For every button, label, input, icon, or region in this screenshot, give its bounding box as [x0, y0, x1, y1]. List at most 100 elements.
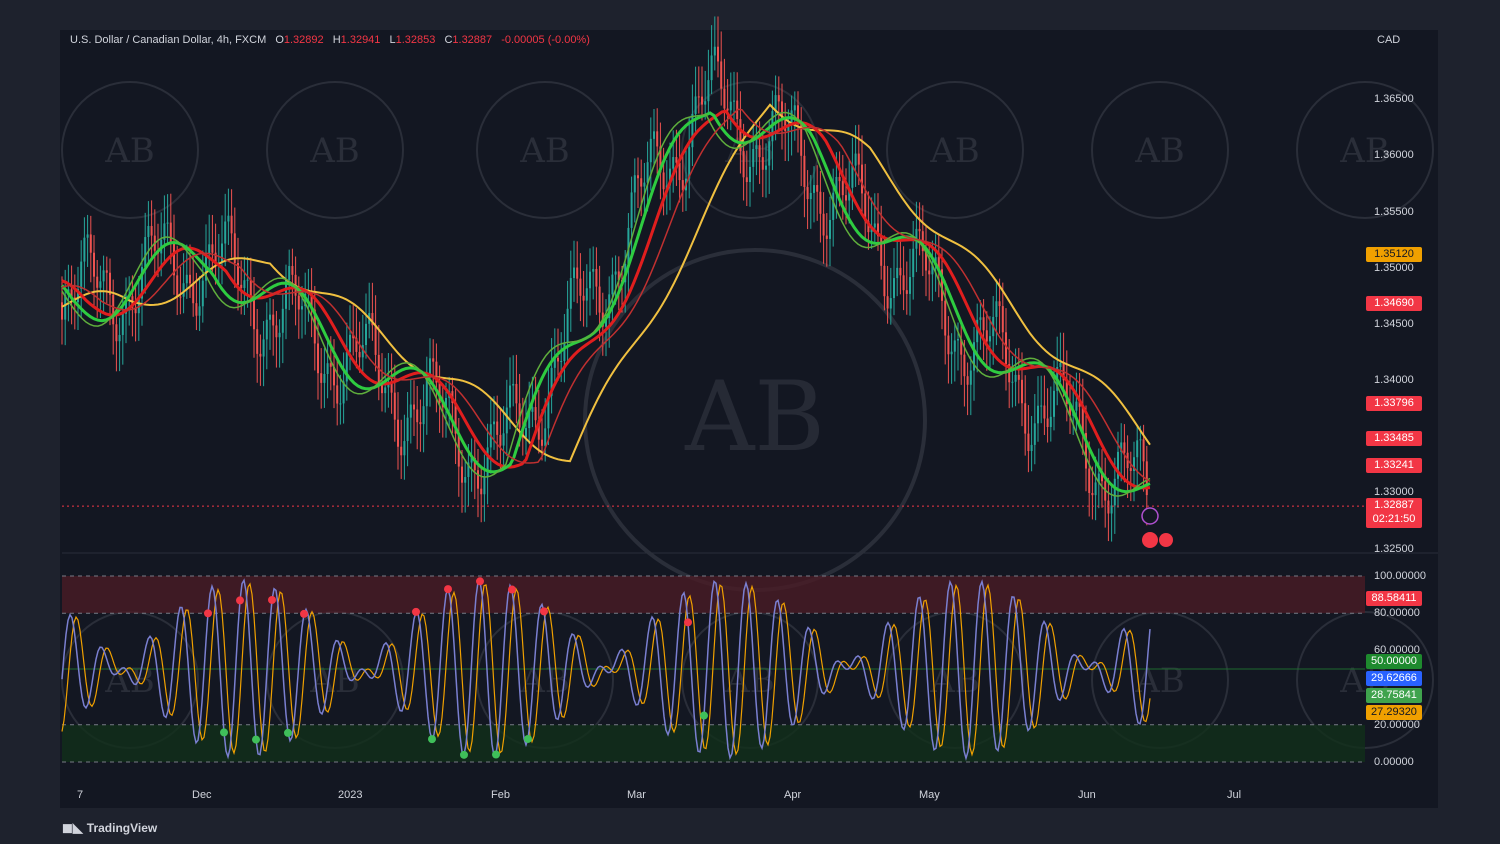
- candle-body: [525, 428, 527, 438]
- price-badge: 1.35120: [1366, 247, 1422, 262]
- candle-body: [886, 296, 889, 309]
- candle-body: [1024, 403, 1027, 434]
- watermark-text: AB: [1339, 131, 1390, 171]
- osc-main-line: [61, 578, 1151, 762]
- candle-body: [829, 219, 831, 239]
- ma-line: [61, 111, 1151, 497]
- candle-body: [694, 96, 697, 114]
- candle-body: [1001, 306, 1004, 333]
- candle-body: [1094, 482, 1097, 496]
- candle-body: [845, 195, 847, 201]
- oversold-dot: [252, 735, 260, 744]
- candle-body: [825, 235, 828, 239]
- candle-body: [211, 244, 214, 253]
- candle-body: [800, 122, 803, 156]
- candle-body: [557, 357, 559, 362]
- watermark-text: AB: [724, 661, 775, 701]
- candle-body: [1053, 390, 1055, 417]
- candle-body: [179, 296, 182, 298]
- candle-body: [576, 267, 579, 279]
- overbought-dot: [476, 577, 484, 586]
- candle-body: [979, 317, 982, 320]
- overbought-dot: [508, 585, 516, 594]
- candle-body: [893, 278, 895, 299]
- watermark-text: AB: [929, 661, 980, 701]
- candle-body: [240, 284, 243, 289]
- candle-body: [208, 244, 211, 255]
- candle-body: [182, 283, 185, 297]
- tradingview-brand[interactable]: ◼◣ TradingView: [62, 820, 157, 836]
- candle-body: [896, 267, 899, 279]
- candle-body: [173, 243, 175, 276]
- candle-body: [1078, 401, 1081, 407]
- candle-body: [198, 306, 201, 316]
- candle-body: [905, 290, 908, 294]
- candle-body: [550, 367, 553, 396]
- candle-body: [653, 131, 655, 139]
- overbought-dot: [300, 609, 308, 618]
- candle-body: [365, 323, 367, 346]
- candle-body: [134, 307, 137, 314]
- candle-body: [835, 176, 838, 193]
- osc-tick: 60.00000: [1374, 644, 1420, 656]
- candle-body: [1120, 442, 1123, 452]
- candle-body: [950, 351, 953, 355]
- candle-body: [352, 334, 355, 339]
- overbought-dot: [412, 607, 420, 616]
- candle-body: [947, 335, 950, 355]
- x-axis-label: Apr: [784, 789, 802, 801]
- candle-body: [64, 295, 67, 320]
- candle-body: [349, 334, 351, 352]
- candle-body: [384, 387, 387, 394]
- candle-body: [841, 181, 844, 196]
- candle-body: [573, 267, 575, 279]
- candle-body: [358, 351, 361, 358]
- candle-body: [742, 151, 745, 178]
- candle-body: [595, 268, 598, 287]
- candle-body: [125, 296, 127, 314]
- candle-body: [851, 165, 854, 188]
- candle-body: [1017, 374, 1020, 380]
- candle-body: [61, 302, 63, 320]
- candle-body: [761, 157, 764, 170]
- candle-body: [291, 266, 294, 275]
- candle-body: [1043, 405, 1046, 419]
- osc-badge: 88.58411: [1366, 591, 1422, 606]
- oversold-dot: [492, 750, 500, 759]
- candle-body: [704, 101, 707, 105]
- high-value: 1.32941: [340, 34, 381, 46]
- candle-body: [611, 274, 614, 295]
- candle-body: [310, 290, 313, 310]
- x-axis-label: Jun: [1078, 789, 1096, 801]
- x-axis-label: 2023: [338, 789, 363, 801]
- candle-body: [237, 263, 239, 285]
- candle-body: [537, 420, 540, 440]
- candle-body: [777, 95, 780, 102]
- candle-body: [1123, 442, 1126, 453]
- candle-body: [656, 131, 659, 147]
- price-badge: 1.33241: [1366, 458, 1422, 473]
- candle-body: [681, 180, 684, 191]
- candle-body: [275, 325, 278, 338]
- countdown-value: 02:21:50: [1372, 513, 1416, 525]
- candle-body: [109, 272, 111, 295]
- candle-body: [390, 381, 393, 393]
- candle-body: [528, 411, 531, 429]
- watermark-text: AB: [309, 131, 360, 171]
- candle-body: [262, 339, 265, 357]
- osc-tick: 80.00000: [1374, 607, 1420, 619]
- candle-body: [861, 164, 863, 194]
- osc-badge: 29.62666: [1366, 671, 1422, 686]
- candle-body: [413, 404, 415, 410]
- candle-body: [1113, 478, 1116, 506]
- us-flag-event-icon: [1142, 532, 1158, 548]
- overbought-dot: [684, 618, 692, 627]
- chart-header: U.S. Dollar / Canadian Dollar, 4h, FXCM …: [70, 34, 590, 46]
- candle-body: [441, 402, 444, 408]
- candle-body: [617, 271, 620, 281]
- candle-body: [966, 376, 969, 385]
- candle-body: [985, 330, 988, 342]
- candle-body: [147, 226, 150, 238]
- candle-body: [189, 274, 191, 284]
